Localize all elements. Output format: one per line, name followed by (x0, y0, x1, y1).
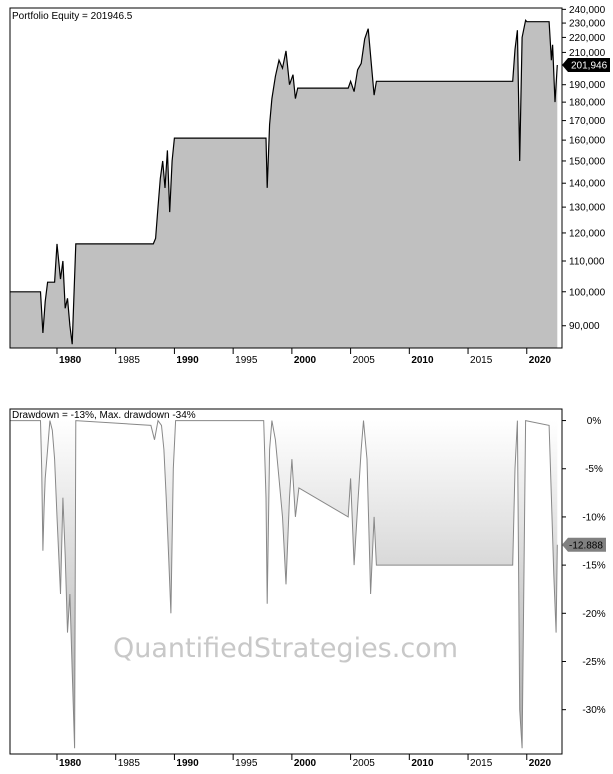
drawdown-x-axis: 1980 1985 1990 1995 2000 2005 2010 2015 2020 (56, 754, 552, 769)
drawdown-y-tick-label: 0% (587, 416, 602, 427)
equity-x-tick-label: 1995 (235, 355, 258, 366)
equity-last-value-tag-shape (562, 58, 610, 73)
equity-y-tick-label: 170,000 (569, 116, 606, 127)
equity-y-tick-label: 130,000 (569, 203, 606, 214)
drawdown-title: Drawdown = -13%, Max. drawdown -34% (12, 410, 196, 421)
equity-area (10, 20, 558, 349)
equity-x-axis: 1980 1985 1990 1995 2000 2005 2010 2015 2020 (56, 348, 552, 366)
equity-y-tick-label: 90,000 (569, 321, 600, 332)
drawdown-x-tick-label: 1990 (176, 758, 199, 769)
equity-last-value-label: 201,946 (571, 61, 608, 72)
equity-x-tick-label: 1980 (59, 355, 82, 366)
drawdown-y-tick-label: -30% (582, 705, 605, 716)
equity-line (10, 18, 558, 345)
equity-y-tick-label: 190,000 (569, 80, 606, 91)
drawdown-x-tick-label: 2010 (411, 758, 434, 769)
equity-x-tick-label: 2015 (470, 355, 493, 366)
equity-y-tick-label: 240,000 (569, 5, 606, 16)
equity-x-tick-label: 2020 (529, 355, 552, 366)
equity-y-tick-label: 220,000 (569, 33, 606, 44)
drawdown-x-tick-label: 1995 (235, 758, 258, 769)
drawdown-y-axis: 0% -5% -10% -15% -20% -25% -30% (562, 416, 606, 716)
equity-y-tick-label: 160,000 (569, 136, 606, 147)
drawdown-y-tick-label: -15% (582, 561, 605, 572)
equity-last-value-tag: 201,946 (562, 58, 610, 73)
drawdown-y-tick-label: -5% (585, 464, 603, 475)
equity-y-tick-label: 210,000 (569, 48, 606, 59)
drawdown-y-tick-label: -10% (582, 512, 605, 523)
equity-x-tick-label: 2000 (294, 355, 317, 366)
equity-y-tick-label: 230,000 (569, 19, 606, 30)
equity-y-tick-label: 140,000 (569, 179, 606, 190)
drawdown-area (10, 420, 558, 749)
watermark: QuantifiedStrategies.com (113, 633, 458, 664)
drawdown-last-value-tag-shape (562, 537, 606, 552)
equity-title: Portfolio Equity = 201946.5 (12, 11, 133, 22)
drawdown-x-tick-label: 2020 (529, 758, 552, 769)
drawdown-line (10, 419, 558, 749)
equity-y-tick-label: 120,000 (569, 228, 606, 239)
equity-y-tick-label: 150,000 (569, 156, 606, 167)
drawdown-x-tick-label: 2015 (470, 758, 493, 769)
equity-x-tick-label: 2005 (353, 355, 376, 366)
equity-y-tick-label: 180,000 (569, 98, 606, 109)
drawdown-panel: QuantifiedStrategies.com Drawdown = -13%… (9, 408, 606, 769)
drawdown-y-tick-label: -25% (582, 657, 605, 668)
equity-x-tick-label: 2010 (411, 355, 434, 366)
drawdown-last-value-tag: -12.888 (562, 537, 606, 552)
equity-x-tick-label: 1990 (176, 355, 199, 366)
drawdown-last-value-label: -12.888 (569, 540, 603, 551)
equity-y-axis: 240,000 230,000 220,000 210,000 190,000 180,0… (562, 5, 606, 332)
drawdown-x-tick-label: 1980 (59, 758, 82, 769)
equity-plot-border (9, 7, 563, 349)
equity-panel: Portfolio Equity = 201946.5 240,000 230,0… (9, 5, 610, 366)
equity-y-tick-label: 110,000 (569, 257, 605, 268)
equity-y-tick-label: 100,000 (569, 287, 606, 298)
drawdown-y-tick-label: -20% (582, 609, 605, 620)
drawdown-plot-border (9, 408, 563, 755)
drawdown-x-tick-label: 2000 (294, 758, 317, 769)
drawdown-x-tick-label: 2005 (353, 758, 376, 769)
equity-x-tick-label: 1985 (118, 355, 141, 366)
drawdown-x-tick-label: 1985 (118, 758, 141, 769)
